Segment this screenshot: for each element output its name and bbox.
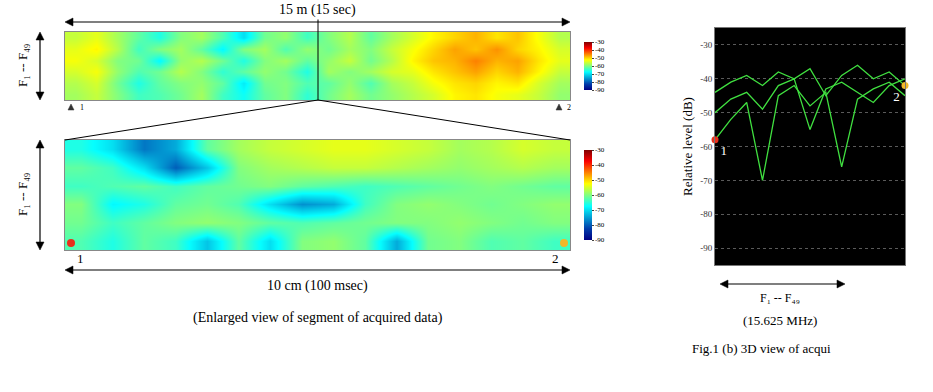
- svg-text:-50: -50: [595, 54, 605, 62]
- svg-text:10 cm (100 msec): 10 cm (100 msec): [267, 278, 368, 294]
- svg-text:1: 1: [720, 143, 727, 158]
- svg-text:(Enlarged view of segment of a: (Enlarged view of segment of acquired da…: [193, 310, 443, 326]
- svg-text:-60: -60: [595, 191, 605, 199]
- svg-text:-40: -40: [700, 74, 712, 84]
- svg-text:-90: -90: [700, 243, 712, 253]
- svg-text:-40: -40: [595, 161, 605, 169]
- svg-text:-60: -60: [595, 62, 605, 70]
- svg-text:-50: -50: [700, 108, 712, 118]
- svg-text:1: 1: [80, 103, 84, 112]
- svg-text:-40: -40: [595, 46, 605, 54]
- svg-text:-70: -70: [595, 70, 605, 78]
- svg-text:-30: -30: [595, 146, 605, 154]
- svg-text:-80: -80: [700, 209, 712, 219]
- svg-text:F₁ -- F₄₉: F₁ -- F₄₉: [15, 173, 30, 216]
- svg-text:-70: -70: [700, 176, 712, 186]
- svg-text:(15.625 MHz): (15.625 MHz): [743, 313, 817, 328]
- svg-text:F₁ -- F₄₉: F₁ -- F₄₉: [760, 291, 800, 305]
- svg-text:-80: -80: [595, 78, 605, 86]
- svg-text:2: 2: [567, 103, 571, 112]
- svg-text:-60: -60: [700, 142, 712, 152]
- svg-text:15 m (15 sec): 15 m (15 sec): [279, 2, 356, 18]
- svg-text:-30: -30: [595, 38, 605, 46]
- svg-text:2: 2: [893, 89, 900, 104]
- svg-text:Fig.1 (b) 3D view of acqui: Fig.1 (b) 3D view of acqui: [692, 341, 831, 356]
- svg-text:-90: -90: [595, 236, 605, 244]
- svg-text:-70: -70: [595, 206, 605, 214]
- svg-text:-30: -30: [700, 40, 712, 50]
- svg-text:1: 1: [77, 251, 84, 266]
- svg-text:-50: -50: [595, 176, 605, 184]
- svg-text:-90: -90: [595, 86, 605, 94]
- svg-text:Relative level (dB): Relative level (dB): [680, 97, 695, 196]
- svg-text:-80: -80: [595, 221, 605, 229]
- svg-text:F₁ -- F₄₉: F₁ -- F₄₉: [15, 44, 30, 87]
- svg-text:2: 2: [552, 251, 559, 266]
